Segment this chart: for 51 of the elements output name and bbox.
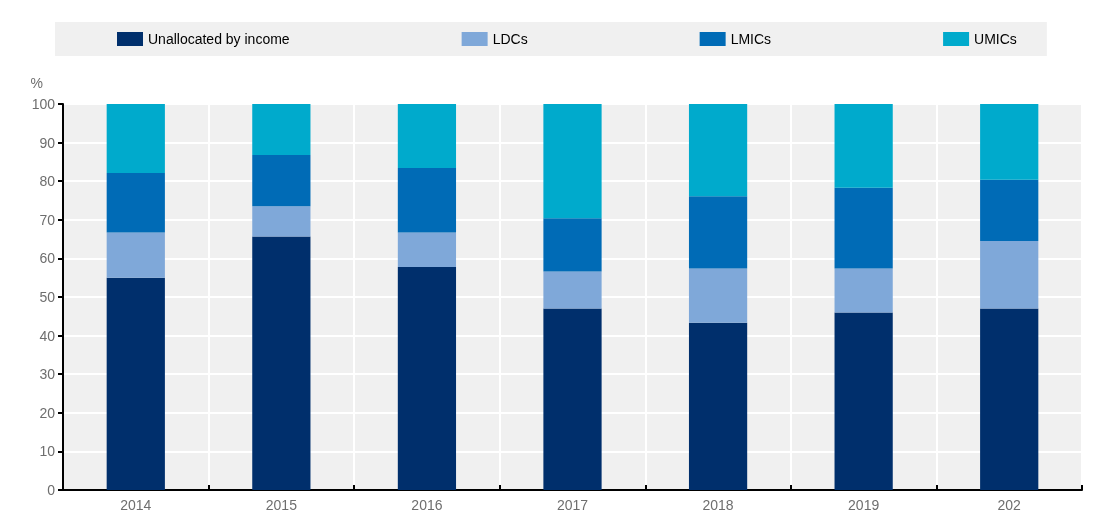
x-tick-label: 2019	[848, 497, 880, 513]
y-tick-label: 10	[39, 443, 56, 460]
bar	[543, 104, 602, 219]
bar	[834, 187, 893, 269]
bar	[834, 312, 893, 490]
bar	[252, 236, 311, 490]
legend-label: UMICs	[974, 31, 1017, 47]
legend-label: Unallocated by income	[148, 31, 290, 47]
bar	[543, 218, 602, 272]
bar	[106, 232, 165, 278]
bar	[980, 241, 1039, 309]
y-tick-label: 60	[39, 250, 56, 267]
bar	[980, 104, 1039, 180]
y-tick-label: 40	[39, 327, 56, 344]
bar	[980, 308, 1039, 490]
x-tick-label: 2014	[120, 497, 152, 513]
y-tick-label: 70	[39, 211, 56, 228]
x-tick-label: 2017	[556, 497, 589, 513]
x-tick-label: 2018	[702, 497, 734, 513]
y-axis-title: %	[30, 75, 43, 91]
bar	[688, 104, 748, 197]
legend-label: LDCs	[492, 31, 528, 47]
bar	[106, 173, 165, 233]
y-tick-label: 0	[47, 482, 56, 498]
x-tick-label: 2016	[411, 497, 443, 513]
bar	[397, 168, 457, 233]
y-tick-label: 20	[39, 404, 56, 421]
bar	[397, 232, 457, 267]
bar	[834, 104, 893, 188]
bar	[397, 266, 457, 490]
bar	[106, 104, 165, 174]
bar	[252, 154, 311, 207]
bar	[980, 179, 1039, 242]
bar	[106, 277, 165, 490]
bar	[543, 308, 602, 490]
bar	[834, 268, 893, 313]
x-tick-label: 202	[997, 497, 1022, 513]
bar	[252, 104, 311, 155]
bar	[688, 268, 748, 323]
y-tick-label: 90	[39, 134, 56, 151]
y-tick-label: 50	[39, 289, 56, 305]
y-tick-label: 30	[39, 366, 56, 383]
bar	[688, 322, 748, 490]
legend-label: LMICs	[730, 31, 772, 47]
y-tick-label: 80	[39, 173, 56, 190]
bar	[688, 196, 748, 269]
bar	[397, 104, 457, 169]
y-tick-label: 100	[31, 96, 56, 112]
bar	[543, 271, 602, 309]
x-tick-label: 2015	[265, 497, 298, 513]
bar	[252, 206, 311, 237]
